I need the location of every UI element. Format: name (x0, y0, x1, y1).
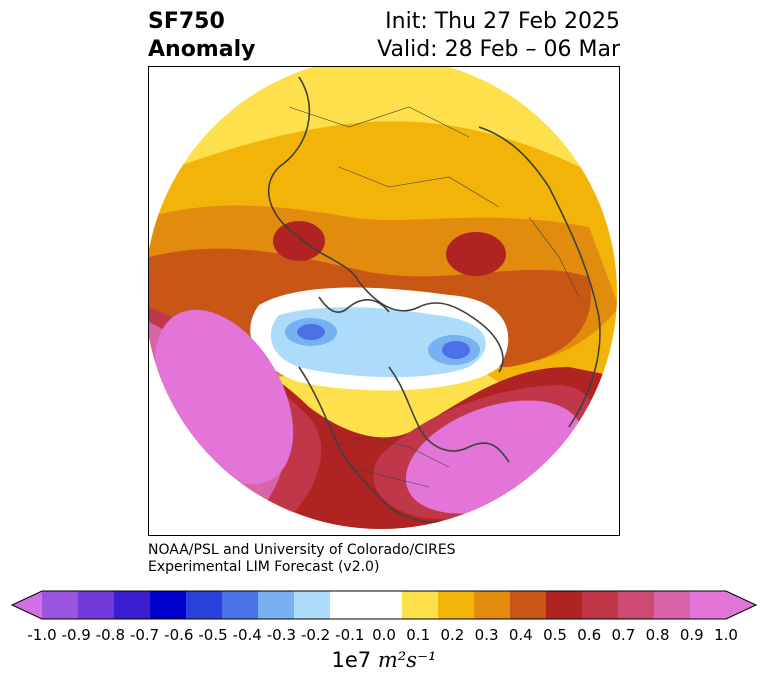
colorbar-cell (330, 591, 367, 619)
colorbar-ticks: -1.0 -0.9 -0.8 -0.7 -0.6 -0.5 -0.4 -0.3 -0.2 -0.1… (0, 626, 768, 646)
colorbar-tick-label: 0.9 (679, 626, 704, 644)
colorbar-cell (582, 591, 619, 619)
anomaly-contours (149, 67, 617, 529)
contour-0.5-east (446, 232, 506, 276)
colorbar-cell (510, 591, 547, 619)
colorbar-cell (78, 591, 115, 619)
plot-title-left: SF750 Anomaly (148, 8, 255, 64)
colorbar-cell (114, 591, 151, 619)
colorbar-cell (618, 591, 655, 619)
colorbar-cell (438, 591, 475, 619)
colorbar-cell (186, 591, 223, 619)
polar-map (148, 66, 620, 536)
coastlines (267, 76, 601, 523)
borders (288, 106, 580, 488)
colorbar-cell (42, 591, 79, 619)
colorbar-tick-label: 0.8 (645, 626, 670, 644)
colorbar-cell (546, 591, 583, 619)
colorbar-cell (150, 591, 187, 619)
credit-line-2: Experimental LIM Forecast (v2.0) (148, 559, 380, 575)
colorbar-tick-label: -0.4 (232, 626, 262, 644)
colorbar-tick-label: -0.8 (95, 626, 126, 644)
unit-math: m²s⁻¹ (377, 648, 437, 672)
colorbar-cells (42, 591, 727, 619)
colorbar-tick-label: 0.7 (611, 626, 636, 644)
colorbar-tick-label: 0.1 (406, 626, 431, 644)
colorbar-unit-label: 1e7 m²s⁻¹ (0, 648, 768, 672)
credit-line-1: NOAA/PSL and University of Colorado/CIRE… (148, 542, 456, 558)
colorbar-tick-label: -0.2 (300, 626, 331, 644)
colorbar-tick-label: 0.2 (440, 626, 465, 644)
colorbar-tick-label: 0.0 (372, 626, 396, 644)
contour-neg-0.4-west (297, 324, 325, 340)
colorbar-underflow-arrow (12, 591, 42, 619)
credit-text: NOAA/PSL and University of Colorado/CIRE… (148, 542, 456, 576)
colorbar-cell (474, 591, 511, 619)
anomaly-label: Anomaly (148, 37, 256, 62)
colorbar-tick-label: 1.0 (714, 626, 738, 644)
colorbar-overflow-arrow (726, 591, 756, 619)
colorbar-cell (402, 591, 439, 619)
colorbar-tick-label: -0.6 (164, 626, 194, 644)
colorbar-cell (690, 591, 727, 619)
colorbar-cell (654, 591, 691, 619)
init-date-label: Init: Thu 27 Feb 2025 (385, 9, 620, 34)
colorbar-tick-label: 0.3 (474, 626, 499, 644)
colorbar-tick-label: -0.7 (129, 626, 160, 644)
unit-scale: 1e7 (331, 648, 372, 672)
colorbar-cell (294, 591, 331, 619)
contour-0.5-west (273, 221, 325, 261)
colorbar-tick-label: 0.5 (543, 626, 567, 644)
contour-neg-0.4-east (442, 341, 470, 359)
colorbar-tick-label: -0.1 (335, 626, 365, 644)
colorbar-tick-label: 0.6 (577, 626, 602, 644)
colorbar-outline (10, 590, 758, 620)
colorbar-tick-label: 0.4 (508, 626, 533, 644)
colorbar-cell (258, 591, 295, 619)
colorbar-tick-label: -0.9 (61, 626, 91, 644)
colorbar-tick-label: -1.0 (27, 626, 57, 644)
colorbar-tick-label: -0.3 (266, 626, 297, 644)
valid-range-label: Valid: 28 Feb – 06 Mar (377, 37, 620, 62)
colorbar-cell (222, 591, 259, 619)
colorbar-cell (366, 591, 403, 619)
plot-title-right: Init: Thu 27 Feb 2025 Valid: 28 Feb – 06… (377, 8, 620, 64)
anomaly-field-svg (149, 67, 617, 529)
colorbar-tick-label: -0.5 (198, 626, 228, 644)
variable-label: SF750 (148, 9, 225, 34)
colorbar (10, 590, 758, 620)
